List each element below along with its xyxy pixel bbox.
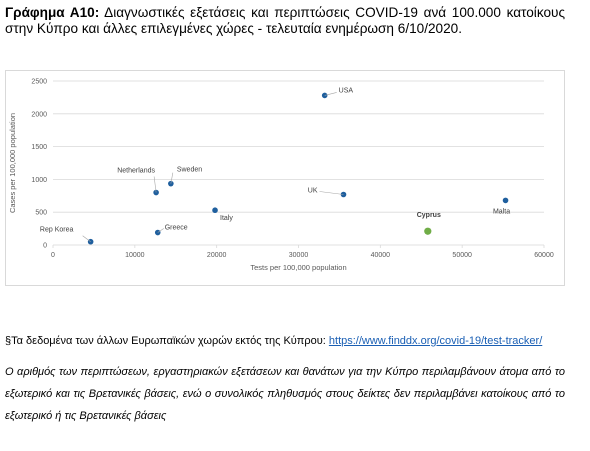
point-label-rep-korea: Rep Korea [40,227,74,234]
x-tick-label-30000: 30000 [289,252,309,259]
leader-netherlands [153,176,157,193]
scatter-chart-svg: 0 500 1000 1500 2000 2500 0 10000 20000 30000 4000… [8,79,554,273]
point-label-greece: Greece [165,225,188,232]
y-tick-label-1000: 1000 [31,177,47,184]
y-tick-label-500: 500 [35,210,47,217]
y-tick-label-2000: 2000 [31,111,47,118]
point-cyprus [424,227,432,235]
y-axis-title: Cases per 100,000 population [8,113,17,213]
methodology-note: Ο αριθμός των περιπτώσεων, εργαστηριακών… [5,366,565,422]
axes: 0 500 1000 1500 2000 2500 0 10000 20000 30000 4000… [31,79,553,260]
leader-greece [157,228,164,233]
x-axis-title: Tests per 100,000 population [250,263,346,272]
source-footnote: §Τα δεδομένα των άλλων Ευρωπαϊκών χωρών … [5,335,565,348]
point-label-uk: UK [308,187,318,194]
x-tick-label-0: 0 [51,252,55,259]
x-tick-label-10000: 10000 [125,252,145,259]
x-tick-label-20000: 20000 [207,252,227,259]
point-label-malta: Malta [493,208,510,215]
figure-caption: Γράφημα Α10: Διαγνωστικές εξετάσεις και … [5,5,565,36]
leader-uk [319,191,344,195]
point-label-cyprus: Cyprus [417,212,441,219]
x-tick-label-40000: 40000 [371,252,391,259]
grid-lines [53,80,544,246]
figure-caption-label: Γράφημα Α10: [5,5,100,20]
x-tick-label-60000: 60000 [534,252,554,259]
y-tick-label-0: 0 [43,243,47,250]
source-footnote-text: §Τα δεδομένα των άλλων Ευρωπαϊκών χωρών … [5,335,329,347]
x-tick-label-50000: 50000 [452,252,472,259]
point-label-netherlands: Netherlands [117,168,155,175]
leader-rep-korea [82,235,91,242]
point-uk [340,191,347,198]
leader-sweden [170,172,174,184]
y-tick-label-2500: 2500 [31,79,47,86]
source-link[interactable]: https://www.finddx.org/covid-19/test-tra… [328,335,543,347]
point-label-sweden: Sweden [177,167,202,174]
point-italy [212,207,218,214]
leader-usa [324,92,337,96]
scatter-chart: 0 500 1000 1500 2000 2500 0 10000 20000 30000 4000… [5,70,565,286]
point-label-usa: USA [339,87,354,94]
figure-caption-text: Διαγνωστικές εξετάσεις και περιπτώσεις C… [5,5,565,36]
point-label-italy: Italy [220,215,233,222]
y-tick-label-1500: 1500 [31,144,47,151]
point-malta [502,197,509,204]
point-labels: Rep Korea Greece Netherlands Sweden Italy USA… [40,87,510,242]
